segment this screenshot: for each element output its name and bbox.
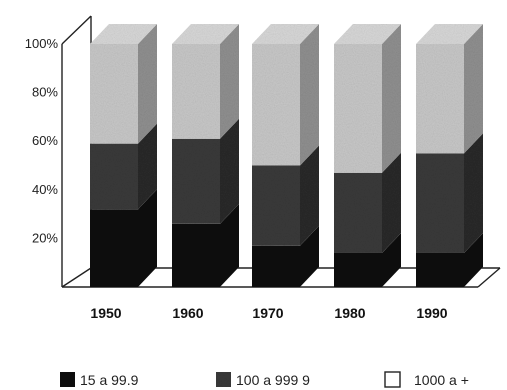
bar-side-1990-15-a-99-9 <box>464 232 483 287</box>
x-tick-label-1960: 1960 <box>172 305 203 321</box>
bar-1960-100-a-999-9 <box>172 138 220 224</box>
bar-1970-100-a-999-9 <box>252 165 300 246</box>
y-tick-label: 100% <box>25 36 59 51</box>
bars <box>90 24 483 287</box>
y-tick-label: 60% <box>32 133 58 148</box>
y-axis-ticks: 20% 40% 60% 80% 100% <box>25 36 59 245</box>
legend: 15 a 99.9 100 a 999 9 1000 a + <box>60 371 469 388</box>
bar-side-1960-15-a-99-9 <box>220 203 239 287</box>
bar-group-1980 <box>334 24 401 287</box>
bar-1960-1000-a <box>172 44 220 139</box>
legend-label-1000-a: 1000 a + <box>414 372 469 388</box>
bar-top-1990 <box>416 24 483 44</box>
x-tick-label-1990: 1990 <box>416 305 447 321</box>
bar-1990-1000-a <box>416 44 464 154</box>
floor-right-edge <box>477 267 501 288</box>
bar-side-1980-1000-a <box>382 24 401 173</box>
legend-swatch-15-a-99-9 <box>60 372 75 387</box>
bar-1960-15-a-99-9 <box>172 223 220 287</box>
y-tick-label: 80% <box>32 85 58 100</box>
bar-side-1950-1000-a <box>138 24 157 144</box>
bar-side-1980-15-a-99-9 <box>382 232 401 287</box>
bar-top-1980 <box>334 24 401 44</box>
bar-1970-15-a-99-9 <box>252 245 300 287</box>
bar-top-1950 <box>90 24 157 44</box>
bar-group-1990 <box>416 24 483 287</box>
bar-side-1990-100-a-999-9 <box>464 133 483 253</box>
bar-1980-15-a-99-9 <box>334 252 382 287</box>
legend-swatch-100-a-999-9 <box>216 372 231 387</box>
bar-side-1950-15-a-99-9 <box>138 189 157 287</box>
bar-group-1960 <box>172 24 239 287</box>
bar-side-1970-15-a-99-9 <box>300 225 319 287</box>
axis-top-edge <box>61 15 92 45</box>
x-tick-label-1950: 1950 <box>90 305 121 321</box>
bar-side-1990-1000-a <box>464 24 483 154</box>
floor-left-edge <box>61 267 92 288</box>
bar-1980-1000-a <box>334 44 382 173</box>
bar-group-1970 <box>252 24 319 287</box>
bar-side-1970-1000-a <box>300 24 319 166</box>
bar-side-1980-100-a-999-9 <box>382 152 401 253</box>
bar-1950-15-a-99-9 <box>90 209 138 287</box>
y-tick-label: 20% <box>32 230 58 245</box>
legend-label-100-a-999-9: 100 a 999 9 <box>236 372 310 388</box>
bar-side-1960-100-a-999-9 <box>220 118 239 224</box>
bar-1950-1000-a <box>90 44 138 144</box>
legend-label-15-a-99-9: 15 a 99.9 <box>80 372 139 388</box>
x-tick-label-1970: 1970 <box>252 305 283 321</box>
bar-1990-100-a-999-9 <box>416 153 464 253</box>
bar-side-1970-100-a-999-9 <box>300 145 319 246</box>
x-tick-label-1980: 1980 <box>334 305 365 321</box>
bar-1950-100-a-999-9 <box>90 143 138 210</box>
bar-side-1950-100-a-999-9 <box>138 123 157 210</box>
bar-1970-1000-a <box>252 44 300 166</box>
legend-swatch-1000-a <box>384 371 401 388</box>
x-axis-labels: 1950 1960 1970 1980 1990 <box>90 305 447 321</box>
bar-top-1960 <box>172 24 239 44</box>
bar-1980-100-a-999-9 <box>334 172 382 253</box>
bar-top-1970 <box>252 24 319 44</box>
bar-1990-15-a-99-9 <box>416 252 464 287</box>
bar-side-1960-1000-a <box>220 24 239 139</box>
bar-group-1950 <box>90 24 157 287</box>
y-tick-label: 40% <box>32 182 58 197</box>
